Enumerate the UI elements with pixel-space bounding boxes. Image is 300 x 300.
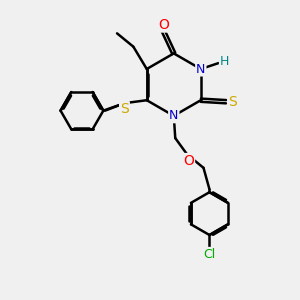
Text: O: O: [158, 18, 169, 32]
Text: N: N: [196, 62, 206, 76]
Text: H: H: [220, 55, 229, 68]
Text: S: S: [228, 95, 237, 109]
Text: S: S: [120, 102, 129, 116]
Text: N: N: [169, 109, 178, 122]
Text: O: O: [183, 154, 194, 168]
Text: Cl: Cl: [203, 248, 216, 261]
